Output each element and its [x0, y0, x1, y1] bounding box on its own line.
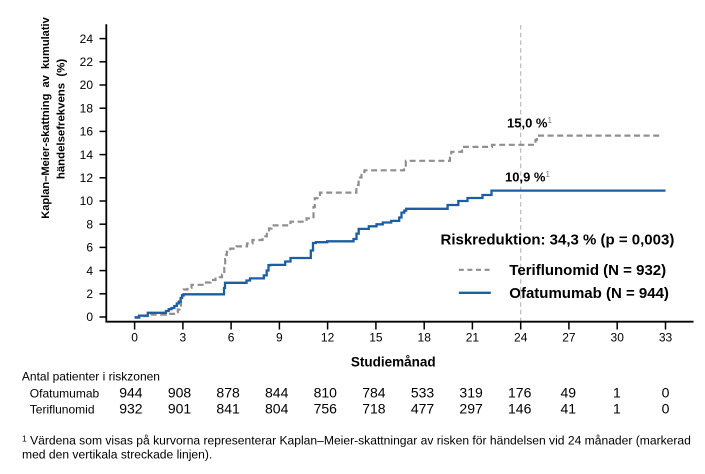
svg-text:27: 27 — [562, 331, 576, 345]
svg-text:908: 908 — [168, 384, 192, 400]
svg-text:297: 297 — [459, 401, 483, 417]
svg-text:Ofatumumab: Ofatumumab — [30, 386, 100, 400]
svg-text:784: 784 — [362, 384, 386, 400]
svg-text:41: 41 — [561, 401, 577, 417]
svg-text:20: 20 — [80, 78, 94, 92]
svg-text:932: 932 — [119, 401, 143, 417]
svg-text:844: 844 — [265, 384, 289, 400]
svg-text:Kaplan–Meier-skattning av ku: Kaplan–Meier-skattning av kumulativ — [40, 16, 52, 218]
svg-text:9: 9 — [276, 331, 283, 345]
svg-text:14: 14 — [80, 148, 94, 162]
svg-text:1: 1 — [613, 384, 621, 400]
svg-text:16: 16 — [80, 125, 94, 139]
svg-text:1 Värdena som visas på kurvorn: 1 Värdena som visas på kurvorna represen… — [22, 434, 691, 448]
svg-text:med den vertikala streckade li: med den vertikala streckade linjen). — [22, 448, 212, 462]
svg-text:Riskreduktion: 34,3 % (p = 0,0: Riskreduktion: 34,3 % (p = 0,003) — [441, 232, 675, 249]
svg-text:0: 0 — [131, 331, 138, 345]
svg-text:händelsefrekvens (%): händelsefrekvens (%) — [55, 59, 67, 179]
svg-text:49: 49 — [561, 384, 577, 400]
svg-text:10,9 %1: 10,9 %1 — [505, 170, 550, 185]
svg-text:878: 878 — [216, 384, 240, 400]
svg-text:0: 0 — [662, 401, 670, 417]
svg-text:12: 12 — [321, 331, 335, 345]
svg-text:4: 4 — [86, 264, 93, 278]
svg-text:176: 176 — [508, 384, 532, 400]
svg-text:33: 33 — [659, 331, 673, 345]
svg-text:21: 21 — [466, 331, 480, 345]
svg-text:24: 24 — [80, 32, 94, 46]
svg-text:Ofatumumab (N = 944): Ofatumumab (N = 944) — [509, 285, 669, 302]
svg-text:901: 901 — [168, 401, 192, 417]
svg-text:15: 15 — [369, 331, 383, 345]
svg-text:3: 3 — [180, 331, 187, 345]
svg-text:6: 6 — [86, 241, 93, 255]
svg-text:0: 0 — [662, 384, 670, 400]
svg-text:22: 22 — [80, 55, 94, 69]
svg-text:24: 24 — [514, 331, 528, 345]
svg-text:12: 12 — [80, 171, 94, 185]
svg-text:6: 6 — [228, 331, 235, 345]
svg-text:944: 944 — [119, 384, 143, 400]
svg-text:8: 8 — [86, 217, 93, 231]
svg-text:319: 319 — [459, 384, 483, 400]
svg-text:1: 1 — [613, 401, 621, 417]
svg-text:30: 30 — [611, 331, 625, 345]
svg-text:15,0 %1: 15,0 %1 — [507, 116, 552, 131]
svg-text:10: 10 — [80, 194, 94, 208]
svg-text:841: 841 — [216, 401, 240, 417]
svg-text:2: 2 — [86, 287, 93, 301]
svg-text:533: 533 — [411, 384, 435, 400]
svg-text:804: 804 — [265, 401, 289, 417]
svg-text:18: 18 — [80, 101, 94, 115]
svg-text:Teriflunomid (N = 932): Teriflunomid (N = 932) — [509, 262, 666, 279]
svg-text:Antal patienter i riskzonen: Antal patienter i riskzonen — [22, 370, 160, 384]
svg-text:146: 146 — [508, 401, 532, 417]
svg-text:0: 0 — [86, 310, 93, 324]
svg-text:718: 718 — [362, 401, 386, 417]
svg-text:477: 477 — [411, 401, 435, 417]
svg-text:Teriflunomid: Teriflunomid — [30, 403, 95, 417]
svg-text:Studiemånad: Studiemånad — [351, 355, 436, 370]
svg-text:756: 756 — [314, 401, 338, 417]
svg-text:810: 810 — [314, 384, 338, 400]
svg-text:18: 18 — [418, 331, 432, 345]
